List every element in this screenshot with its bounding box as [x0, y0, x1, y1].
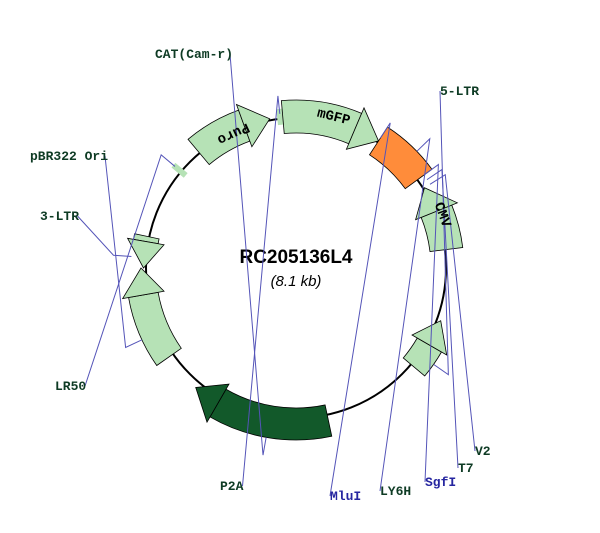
- ltr3-callout: [78, 216, 132, 256]
- mlui-callout: [330, 123, 390, 496]
- plasmid-size: (8.1 kb): [271, 273, 322, 290]
- ly6h_arc: [370, 127, 432, 189]
- mlui-label: MluI: [330, 489, 361, 504]
- v2-label: V2: [475, 444, 491, 459]
- ly6h-callout: [380, 139, 430, 491]
- p2a-label: P2A: [220, 479, 244, 494]
- cat-body: [210, 389, 332, 440]
- lr50-tick: [173, 165, 185, 175]
- plasmid-map: RC205136L4 (8.1 kb) CAT(Cam-r) 5-LTR pBR322 …: [0, 0, 600, 533]
- sgfi-label: SgfI: [425, 475, 456, 490]
- ltr3-label: 3-LTR: [40, 209, 79, 224]
- pbr-label: pBR322 Ori: [30, 149, 108, 164]
- ly6h-label: LY6H: [380, 484, 411, 499]
- lr50-label: LR50: [55, 379, 86, 394]
- cat-label: CAT(Cam-r): [155, 47, 233, 62]
- plasmid-name: RC205136L4: [239, 247, 352, 268]
- ltr5-label: 5-LTR: [440, 84, 479, 99]
- t7-label: T7: [458, 461, 474, 476]
